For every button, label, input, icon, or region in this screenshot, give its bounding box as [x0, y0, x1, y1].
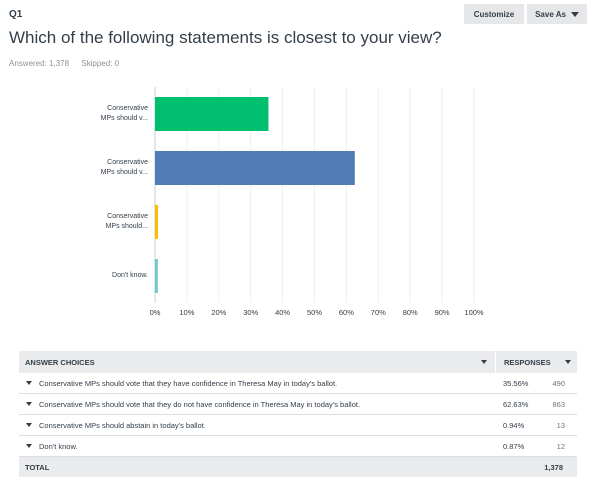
x-tick-label: 50% [307, 308, 322, 317]
category-label: Don't know. [78, 271, 148, 281]
answered-count: Answered: 1,378 [9, 59, 70, 68]
expand-caret-icon[interactable] [19, 381, 39, 385]
bar[interactable] [155, 259, 158, 293]
response-percent: 0.87% [503, 441, 525, 451]
response-percent: 0.94% [503, 420, 525, 430]
table-header: ANSWER CHOICES RESPONSES [19, 351, 577, 373]
skipped-count: Skipped: 0 [81, 59, 120, 68]
bar[interactable] [155, 205, 158, 239]
response-percent: 35.56% [503, 378, 529, 388]
answer-choice-text: Conservative MPs should abstain in today… [39, 420, 206, 430]
chevron-down-icon [570, 11, 579, 17]
x-tick-label: 80% [403, 308, 418, 317]
x-tick-label: 0% [150, 308, 161, 317]
answer-choices-header[interactable]: ANSWER CHOICES [19, 358, 495, 367]
bar-chart: 0% 10% 20% 30% 40% 50% 60% 70% 80% 90% 100% Conser… [78, 87, 484, 317]
category-label-line: MPs should v... [100, 169, 148, 176]
x-tick-label: 40% [275, 308, 290, 317]
answer-table: ANSWER CHOICES RESPONSES Conservative MP… [19, 351, 577, 477]
responses-header[interactable]: RESPONSES [495, 351, 577, 373]
response-count: 863 [552, 399, 565, 409]
save-as-button[interactable]: Save As [527, 4, 587, 24]
x-tick-label: 30% [243, 308, 258, 317]
expand-caret-icon[interactable] [19, 423, 39, 427]
bar-chart-svg: 0% 10% 20% 30% 40% 50% 60% 70% 80% 90% 100% [150, 87, 484, 317]
response-percent: 62.63% [503, 399, 529, 409]
category-label: Conservative MPs should... [78, 212, 148, 232]
category-label-line: Conservative [107, 105, 148, 112]
x-tick-label: 100% [464, 308, 484, 317]
save-as-label: Save As [535, 9, 566, 19]
answer-choices-header-label: ANSWER CHOICES [25, 357, 95, 367]
table-row[interactable]: Don't know. 0.87% 12 [19, 436, 577, 457]
question-number: Q1 [9, 9, 23, 20]
question-title: Which of the following statements is clo… [9, 28, 442, 47]
answer-choice-text: Conservative MPs should vote that they d… [39, 399, 361, 409]
response-count: 12 [556, 441, 565, 451]
expand-caret-icon[interactable] [19, 444, 39, 448]
x-tick-label: 60% [339, 308, 354, 317]
table-row[interactable]: Conservative MPs should vote that they h… [19, 373, 577, 394]
bar[interactable] [155, 151, 355, 185]
category-label-line: Don't know. [112, 272, 148, 279]
table-footer: TOTAL 1,378 [19, 457, 577, 477]
category-label-line: Conservative [107, 213, 148, 220]
answer-choice-text: Don't know. [39, 441, 78, 451]
total-label: TOTAL [25, 462, 50, 472]
table-row[interactable]: Conservative MPs should abstain in today… [19, 415, 577, 436]
x-tick-label: 20% [211, 308, 226, 317]
x-tick-label: 10% [179, 308, 194, 317]
answer-choice-text: Conservative MPs should vote that they h… [39, 378, 338, 388]
response-meta: Answered: 1,378 Skipped: 0 [9, 59, 119, 68]
x-tick-label: 90% [435, 308, 450, 317]
responses-header-label: RESPONSES [504, 357, 551, 367]
category-label-line: Conservative [107, 159, 148, 166]
table-body: Conservative MPs should vote that they h… [19, 373, 577, 457]
category-label: Conservative MPs should v... [78, 104, 148, 124]
sort-caret-icon[interactable] [481, 360, 487, 364]
customize-button[interactable]: Customize [464, 4, 524, 24]
category-label-line: MPs should v... [100, 115, 148, 122]
response-count: 490 [552, 378, 565, 388]
category-label: Conservative MPs should v... [78, 158, 148, 178]
expand-caret-icon[interactable] [19, 402, 39, 406]
category-label-line: MPs should... [105, 223, 148, 230]
sort-caret-icon[interactable] [565, 360, 571, 364]
total-value: 1,378 [544, 462, 563, 472]
x-tick-label: 70% [371, 308, 386, 317]
bar[interactable] [155, 97, 269, 131]
response-count: 13 [556, 420, 565, 430]
table-row[interactable]: Conservative MPs should vote that they d… [19, 394, 577, 415]
